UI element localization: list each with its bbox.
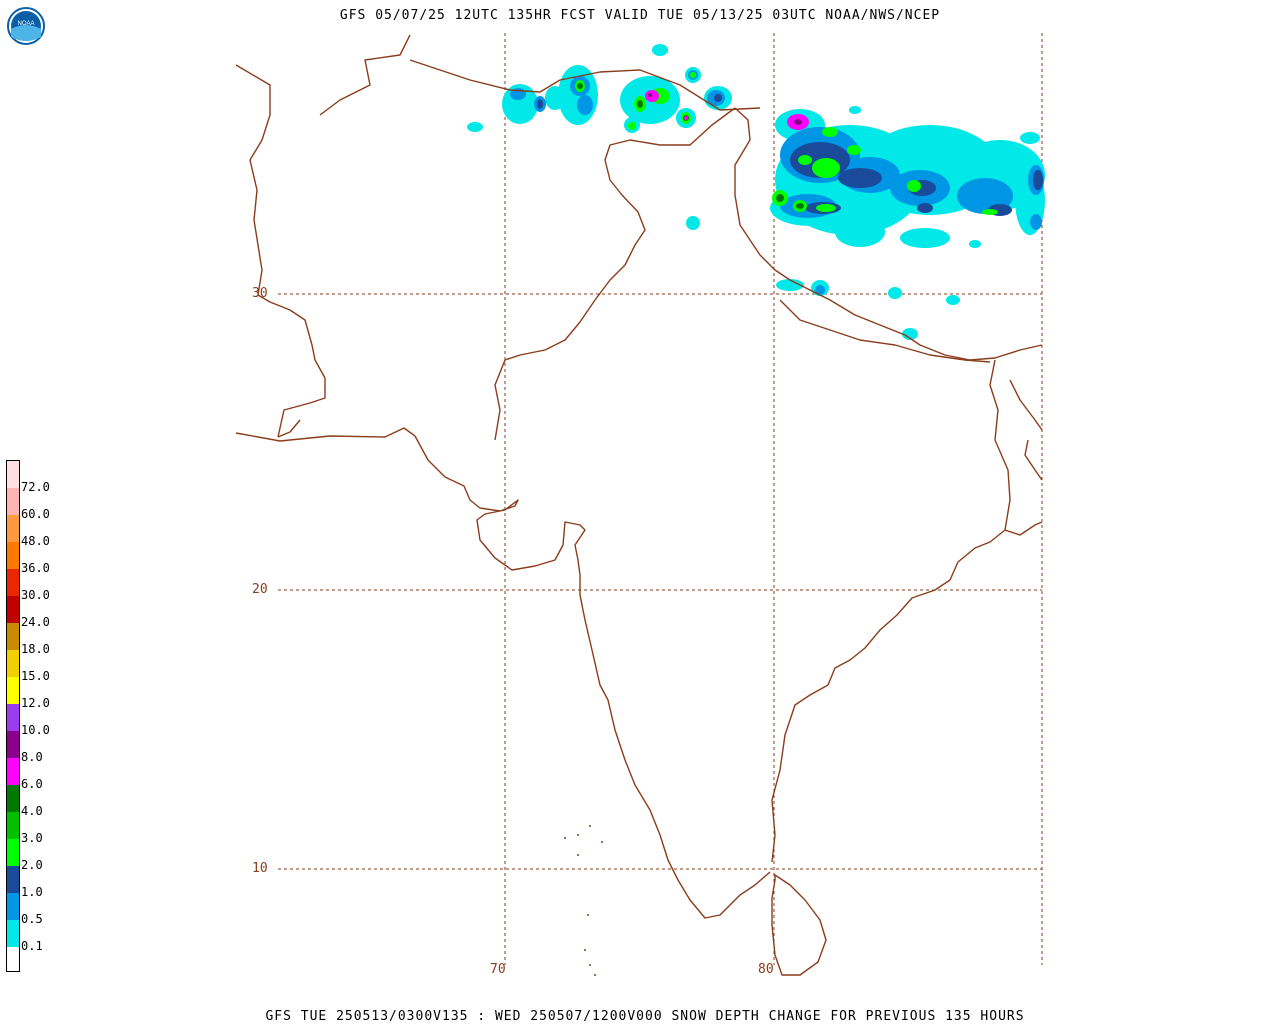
legend-swatch	[7, 758, 19, 785]
legend-label: 1.0	[21, 885, 43, 899]
legend-swatch	[7, 704, 19, 731]
sri-lanka	[771, 874, 827, 976]
pakistan-border	[235, 64, 326, 438]
legend-swatch	[7, 812, 19, 839]
legend-swatch	[7, 866, 19, 893]
legend-swatch	[7, 893, 19, 920]
islands	[564, 825, 603, 976]
graticule	[278, 33, 1043, 965]
map-footer: GFS TUE 250513/0300V135 : WED 250507/120…	[265, 1009, 1025, 1024]
legend-swatch	[7, 785, 19, 812]
legend-label: 6.0	[21, 777, 43, 791]
india-north-border	[734, 107, 1043, 361]
legend-swatch	[7, 839, 19, 866]
legend-label: 2.0	[21, 858, 43, 872]
legend-swatch	[7, 515, 19, 542]
afghan-border	[319, 34, 761, 116]
west-coast	[235, 427, 771, 919]
noaa-logo-icon: NOAA	[7, 7, 45, 45]
iran-border	[277, 419, 301, 438]
lon-label-70: 70	[490, 962, 506, 977]
logo-text: NOAA	[17, 21, 34, 27]
northeast-border	[1009, 379, 1043, 431]
bangladesh-border	[989, 359, 1011, 531]
legend-label: 10.0	[21, 723, 50, 737]
legend-swatch	[7, 569, 19, 596]
legend-label: 72.0	[21, 480, 50, 494]
legend-swatch	[7, 461, 19, 488]
legend-label: 3.0	[21, 831, 43, 845]
coastline	[235, 34, 1043, 976]
east-coast	[771, 521, 1043, 863]
legend-swatch	[7, 623, 19, 650]
pak-india-border	[504, 107, 736, 361]
legend-label: 0.1	[21, 939, 43, 953]
legend-label: 4.0	[21, 804, 43, 818]
india-west-border	[494, 359, 506, 441]
color-legend	[6, 460, 20, 972]
legend-swatch	[7, 650, 19, 677]
legend-swatch	[7, 596, 19, 623]
legend-swatch	[7, 488, 19, 515]
nepal-border	[779, 299, 991, 363]
legend-label: 12.0	[21, 696, 50, 710]
legend-label: 60.0	[21, 507, 50, 521]
legend-label: 48.0	[21, 534, 50, 548]
legend-label: 8.0	[21, 750, 43, 764]
snow-shading	[467, 44, 1045, 340]
legend-swatch	[7, 920, 19, 947]
legend-label: 36.0	[21, 561, 50, 575]
legend-label: 15.0	[21, 669, 50, 683]
lat-label-20: 20	[252, 582, 268, 597]
legend-swatch	[7, 677, 19, 704]
legend-swatch	[7, 731, 19, 758]
legend-swatch	[7, 542, 19, 569]
legend-label: 24.0	[21, 615, 50, 629]
lat-label-30: 30	[252, 286, 268, 301]
legend-label: 18.0	[21, 642, 50, 656]
map-title: GFS 05/07/25 12UTC 135HR FCST VALID TUE …	[339, 8, 941, 23]
lat-label-10: 10	[252, 861, 268, 876]
lon-label-80: 80	[758, 962, 774, 977]
myanmar-border	[1024, 439, 1043, 481]
legend-label: 0.5	[21, 912, 43, 926]
legend-label: 30.0	[21, 588, 50, 602]
